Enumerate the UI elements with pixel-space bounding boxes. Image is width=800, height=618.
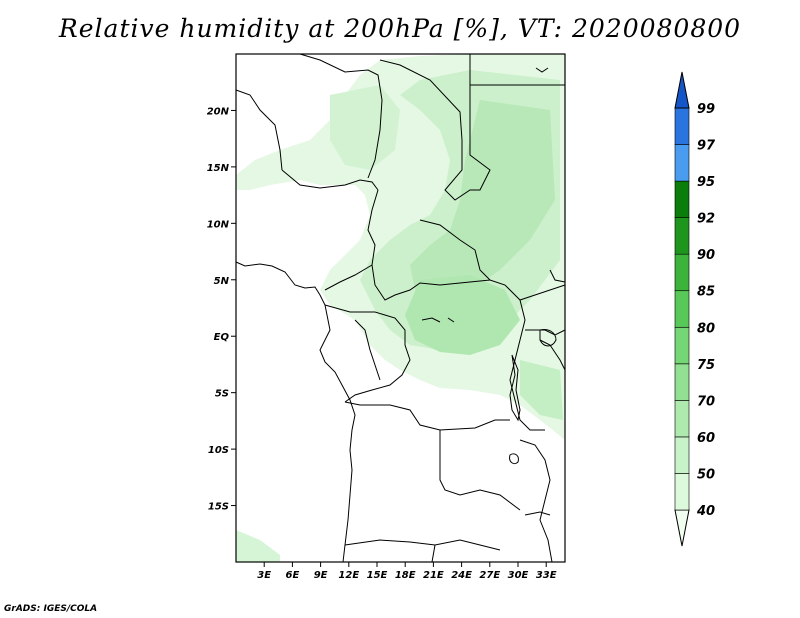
x-axis-ticks: 3E 6E 9E 12E 15E 18E 21E 24E 27E 30E 33E bbox=[257, 562, 557, 581]
y-tick-label: 5S bbox=[215, 389, 229, 400]
y-tick-label: 15N bbox=[207, 163, 230, 174]
colorbar-segment bbox=[674, 217, 690, 255]
credit-text: GrADS: IGES/COLA bbox=[4, 604, 98, 614]
y-tick-label: 5N bbox=[214, 276, 230, 287]
x-tick-label: 24E bbox=[451, 570, 472, 581]
colorbar-level-label: 85 bbox=[697, 285, 715, 300]
colorbar-level-label: 92 bbox=[697, 212, 715, 227]
map-panel bbox=[235, 53, 566, 563]
x-tick-label: 15E bbox=[367, 570, 388, 581]
x-tick-label: 6E bbox=[286, 570, 300, 581]
y-tick-label: EQ bbox=[214, 332, 230, 343]
y-axis-ticks: 20N 15N 10N 5N EQ 5S 10S 15S bbox=[207, 106, 236, 513]
x-tick-label: 27E bbox=[479, 570, 500, 581]
colorbar-segment bbox=[674, 253, 690, 292]
colorbar-level-label: 75 bbox=[697, 358, 715, 373]
colorbar-level-label: 80 bbox=[697, 321, 715, 336]
colorbar-segment bbox=[674, 473, 690, 511]
y-tick-label: 20N bbox=[207, 106, 230, 117]
colorbar-level-label: 97 bbox=[697, 139, 716, 154]
x-tick-label: 30E bbox=[508, 570, 529, 581]
colorbar-segment bbox=[674, 436, 690, 474]
colorbar-level-label: 40 bbox=[696, 504, 715, 519]
colorbar-segment bbox=[674, 290, 690, 328]
humidity-map: 3E 6E 9E 12E 15E 18E 21E 24E 27E 30E 33E 20N 15N 10N… bbox=[207, 53, 716, 581]
colorbar-level-label: 99 bbox=[697, 102, 715, 117]
colorbar-segment bbox=[674, 144, 690, 182]
humidity-shading bbox=[236, 54, 565, 562]
colorbar-segment bbox=[674, 107, 690, 145]
colorbar-segment bbox=[674, 180, 690, 218]
colorbar-segment bbox=[674, 363, 690, 401]
colorbar-segment bbox=[674, 400, 690, 438]
colorbar-level-label: 95 bbox=[697, 175, 715, 190]
colorbar-level-label: 60 bbox=[697, 431, 715, 446]
x-tick-label: 21E bbox=[423, 570, 444, 581]
x-tick-label: 3E bbox=[257, 570, 271, 581]
colorbar-segment bbox=[674, 326, 690, 365]
y-tick-label: 15S bbox=[208, 502, 229, 513]
colorbar: 40 50 60 70 75 80 85 90 92 95 97 99 bbox=[674, 71, 716, 547]
colorbar-upper-triangle bbox=[674, 71, 690, 109]
y-tick-label: 10S bbox=[208, 445, 229, 456]
country-borders bbox=[235, 53, 566, 563]
colorbar-level-label: 50 bbox=[697, 467, 715, 482]
x-tick-label: 33E bbox=[536, 570, 557, 581]
colorbar-level-label: 70 bbox=[697, 394, 715, 409]
colorbar-level-label: 90 bbox=[697, 248, 715, 263]
x-tick-label: 12E bbox=[338, 570, 359, 581]
y-tick-label: 10N bbox=[207, 219, 230, 230]
colorbar-lower-triangle bbox=[674, 509, 690, 547]
chart-title: Relative humidity at 200hPa [%], VT: 202… bbox=[58, 14, 742, 43]
x-tick-label: 9E bbox=[314, 570, 328, 581]
x-tick-label: 18E bbox=[395, 570, 416, 581]
